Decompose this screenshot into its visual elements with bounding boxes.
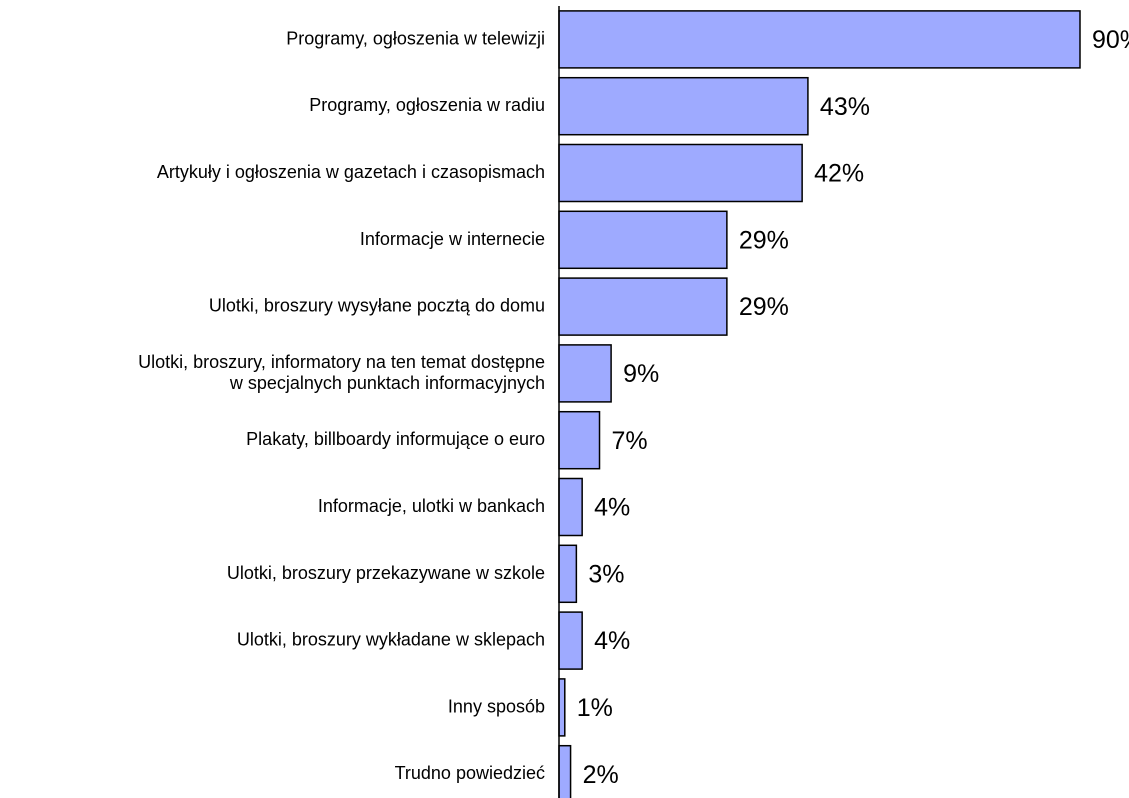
category-label: Informacje, ulotki w bankach — [318, 496, 545, 516]
bar — [558, 544, 578, 604]
category-line: w specjalnych punktach informacyjnych — [229, 373, 545, 393]
bar — [558, 76, 809, 136]
category-label: Ulotki, broszury, informatory na ten tem… — [138, 352, 545, 393]
bar — [558, 744, 572, 798]
category-line: Ulotki, broszury wykładane w sklepach — [237, 629, 545, 649]
category-label: Ulotki, broszury wykładane w sklepach — [237, 629, 545, 649]
value-label: 1% — [577, 694, 613, 722]
category-label: Programy, ogłoszenia w radiu — [309, 95, 545, 115]
category-line: Ulotki, broszury, informatory na ten tem… — [138, 352, 545, 372]
category-line: Plakaty, billboardy informujące o euro — [246, 429, 545, 449]
bar — [558, 277, 728, 336]
value-label: 43% — [820, 93, 870, 121]
value-label: 4% — [594, 494, 630, 522]
bar — [558, 678, 566, 737]
value-label: 42% — [814, 160, 864, 188]
value-label: 9% — [623, 360, 659, 388]
bar — [558, 410, 601, 470]
category-line: Informacje, ulotki w bankach — [318, 496, 545, 516]
category-label: Plakaty, billboardy informujące o euro — [246, 429, 545, 449]
bar — [558, 10, 1081, 69]
category-label: Informacje w internecie — [360, 229, 545, 249]
value-label: 29% — [739, 226, 789, 254]
bar — [558, 477, 583, 537]
value-label: 4% — [594, 627, 630, 655]
category-line: Informacje w internecie — [360, 229, 545, 249]
bar — [558, 611, 583, 670]
value-label: 3% — [588, 560, 624, 588]
category-line: Ulotki, broszury przekazywane w szkole — [227, 563, 545, 583]
category-line: Artykuły i ogłoszenia w gazetach i czaso… — [157, 162, 545, 182]
value-label: 7% — [612, 427, 648, 455]
category-label: Inny sposób — [448, 696, 545, 716]
category-line: Ulotki, broszury wysyłane pocztą do domu — [209, 295, 545, 315]
category-label: Artykuły i ogłoszenia w gazetach i czaso… — [157, 162, 545, 182]
bar — [558, 210, 728, 270]
category-line: Programy, ogłoszenia w radiu — [309, 95, 545, 115]
value-label: 2% — [583, 761, 619, 789]
category-label: Programy, ogłoszenia w telewizji — [286, 28, 545, 48]
category-line: Trudno powiedzieć — [395, 763, 545, 783]
category-line: Inny sposób — [448, 696, 545, 716]
category-label: Ulotki, broszury wysyłane pocztą do domu — [209, 295, 545, 315]
category-label: Ulotki, broszury przekazywane w szkole — [227, 563, 545, 583]
bar — [558, 143, 803, 203]
category-line: Programy, ogłoszenia w telewizji — [286, 28, 545, 48]
bar — [558, 344, 612, 403]
value-label: 90% — [1092, 26, 1129, 54]
category-label: Trudno powiedzieć — [395, 763, 545, 783]
value-label: 29% — [739, 293, 789, 321]
